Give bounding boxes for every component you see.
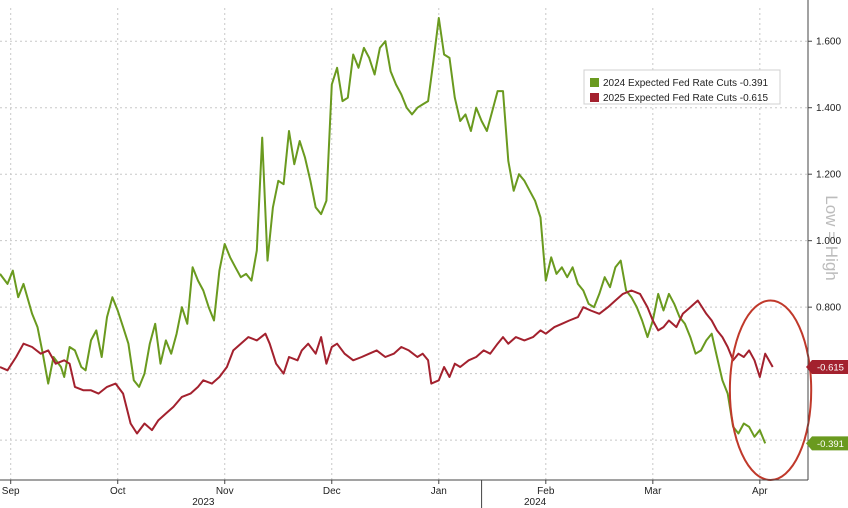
x-tick-label: Sep bbox=[2, 486, 20, 497]
x-tick-label: Jan bbox=[431, 486, 447, 497]
legend-swatch bbox=[590, 93, 599, 102]
y-tick-label: 0.800 bbox=[816, 303, 841, 314]
series-lines bbox=[0, 17, 774, 444]
x-tick-label: Mar bbox=[644, 486, 662, 497]
year-label: 2024 bbox=[524, 497, 547, 508]
legend-label: 2024 Expected Fed Rate Cuts -0.391 bbox=[603, 78, 769, 89]
legend-box bbox=[583, 69, 781, 105]
legend: 2024 Expected Fed Rate Cuts -0.391 2025 E… bbox=[583, 69, 781, 105]
last-value-tags: -0.391 -0.615 bbox=[806, 359, 848, 451]
last-value-label: -0.615 bbox=[817, 362, 844, 373]
y-tick-label: 1.600 bbox=[816, 37, 841, 48]
series-line-1 bbox=[0, 17, 767, 444]
highlight-ellipse bbox=[728, 299, 813, 481]
last-value-tag bbox=[806, 359, 848, 374]
legend-swatch bbox=[590, 78, 599, 87]
last-value-label: -0.391 bbox=[817, 439, 844, 450]
highlight-annotation bbox=[728, 299, 813, 481]
y-tick-label: 1.200 bbox=[816, 170, 841, 181]
year-label: 2023 bbox=[192, 497, 215, 508]
series-line-2 bbox=[0, 289, 774, 435]
x-tick-label: Dec bbox=[323, 486, 341, 497]
watermark: Low = High bbox=[822, 195, 841, 281]
watermark-text: Low = High bbox=[822, 195, 841, 281]
legend-label: 2025 Expected Fed Rate Cuts -0.615 bbox=[603, 93, 769, 104]
y-tick-label: 1.000 bbox=[816, 236, 841, 247]
x-tick-label: Apr bbox=[752, 486, 768, 497]
x-tick-label: Oct bbox=[110, 486, 126, 497]
x-tick-label: Feb bbox=[537, 486, 555, 497]
y-tick-label: 1.400 bbox=[816, 103, 841, 114]
x-tick-label: Nov bbox=[216, 486, 234, 497]
last-value-tag bbox=[806, 436, 848, 451]
